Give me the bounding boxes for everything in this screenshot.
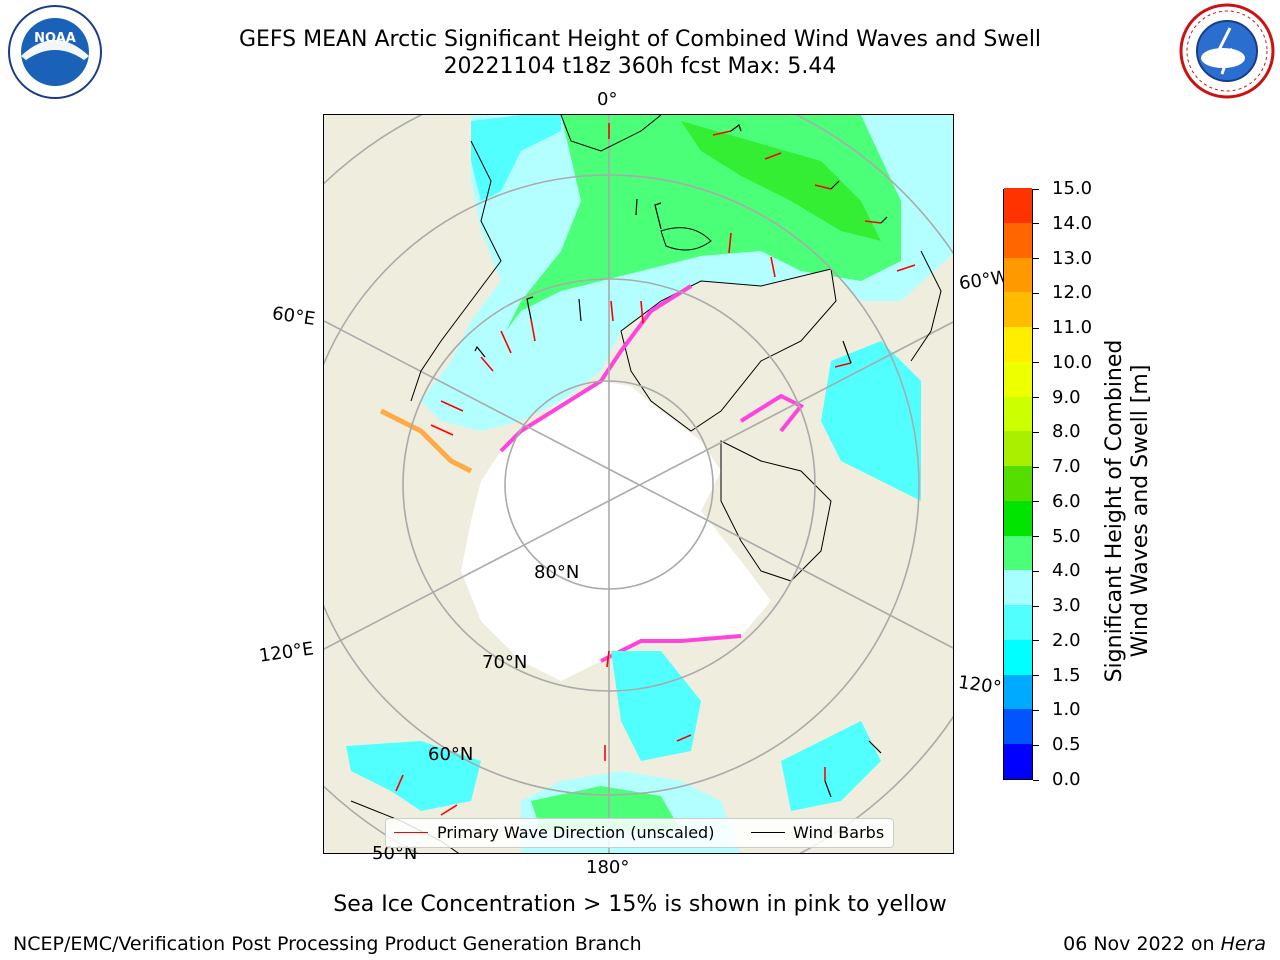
- lat-label-80: 80°N: [534, 562, 580, 583]
- colorbar-tick-mark: [1033, 501, 1039, 503]
- colorbar-tick-mark: [1033, 570, 1039, 572]
- colorbar-ticks: 0.0 0.5 1.0 1.5 2.0 3.0 4.0 5.0 6.0 7.0 8.0 9.0 10.0…: [1033, 178, 1093, 790]
- colorbar-tick-label: 2.0: [1052, 629, 1081, 651]
- colorbar-label-line2: Wind Waves and Swell [m]: [1128, 364, 1153, 658]
- colorbar-tick-mark: [1033, 605, 1039, 607]
- colorbar-tick-label: 13.0: [1052, 247, 1093, 269]
- footer-machine: Hera: [1220, 933, 1266, 955]
- colorbar-tick-label: 5.0: [1052, 525, 1081, 547]
- map-svg: [324, 115, 953, 853]
- wind-barbs: [474, 124, 888, 798]
- colorbar-tick-mark: [1033, 397, 1039, 399]
- colorbar-tick-mark: [1033, 744, 1039, 746]
- colorbar-tick-label: 8.0: [1052, 421, 1081, 443]
- colorbar-segment: [1004, 604, 1032, 640]
- lon-label-180: 180°: [586, 857, 630, 878]
- footer-left: NCEP/EMC/Verification Post Processing Pr…: [13, 933, 642, 955]
- lat-label-50: 50°N: [372, 843, 418, 864]
- greenland: [620, 268, 837, 432]
- lon-label-60e: 60°E: [270, 303, 317, 330]
- lat-label-70: 70°N: [482, 652, 528, 673]
- okhotsk-sea: [346, 741, 481, 811]
- colorbar-tick-label: 15.0: [1052, 178, 1093, 199]
- legend-wave-label: Primary Wave Direction (unscaled): [437, 823, 715, 842]
- colorbar-tick-mark: [1033, 640, 1039, 642]
- graticule: [324, 115, 953, 853]
- canadian-archipelago: [720, 440, 832, 582]
- colorbar-tick-label: 4.0: [1052, 560, 1081, 582]
- coastlines: [350, 115, 942, 853]
- chart-subtitle: 20221104 t18z 360h fcst Max: 5.44: [443, 54, 837, 79]
- colorbar-tick-mark: [1033, 675, 1039, 677]
- ice-edge-baffin: [739, 393, 805, 433]
- gulf-of-alaska: [781, 721, 881, 811]
- colorbar-label: Significant Height of Combined Wind Wave…: [1102, 311, 1154, 711]
- colorbar-tick-label: 9.0: [1052, 386, 1081, 408]
- legend-wave-line: [394, 832, 428, 833]
- colorbar-tick-mark: [1033, 292, 1039, 294]
- map-panel: 0°: [323, 114, 954, 854]
- colorbar-tick-mark: [1033, 362, 1039, 364]
- colorbar-segment: [1004, 396, 1032, 432]
- map-legend: Primary Wave Direction (unscaled) Wind B…: [385, 818, 894, 848]
- colorbar-tick-label: 12.0: [1052, 282, 1093, 304]
- colorbar-tick-label: 3.0: [1052, 595, 1081, 617]
- colorbar-segment: [1004, 674, 1032, 710]
- arctic-ice-region: [461, 381, 771, 681]
- hudson-bay: [821, 341, 921, 501]
- colorbar-segment: [1004, 187, 1032, 223]
- ice-edge-siberia: [379, 408, 473, 474]
- colorbar-segment: [1004, 465, 1032, 501]
- colorbar-tick-label: 6.0: [1052, 490, 1081, 512]
- sea-ice-note: Sea Ice Concentration > 15% is shown in …: [333, 892, 947, 917]
- colorbar-tick-mark: [1033, 327, 1039, 329]
- colorbar-segment: [1004, 639, 1032, 675]
- colorbar-tick-mark: [1033, 536, 1039, 538]
- colorbar-tick-label: 0.5: [1052, 734, 1081, 756]
- colorbar-segment: [1004, 570, 1032, 606]
- colorbar-tick-label: 1.5: [1052, 664, 1081, 686]
- colorbar-tick-label: 0.0: [1052, 769, 1081, 790]
- noaa-logo: NOAA: [4, 4, 106, 100]
- colorbar-tick-mark: [1033, 431, 1039, 433]
- wave-field-higher: [681, 121, 881, 241]
- wave-arrows: [395, 123, 916, 816]
- colorbar-segment: [1004, 500, 1032, 536]
- footer-right: 06 Nov 2022 on Hera: [1063, 933, 1266, 955]
- nws-logo: [1178, 2, 1276, 100]
- colorbar-label-line1: Significant Height of Combined: [1102, 339, 1127, 683]
- colorbar-segment: [1004, 292, 1032, 328]
- colorbar-tick-mark: [1033, 188, 1039, 190]
- colorbar-segment: [1004, 257, 1032, 293]
- lon-label-120e: 120°E: [257, 638, 315, 667]
- colorbar-tick-label: 10.0: [1052, 351, 1093, 373]
- colorbar-tick-mark: [1033, 258, 1039, 260]
- colorbar: [1003, 187, 1033, 780]
- colorbar-tick-label: 14.0: [1052, 212, 1093, 234]
- legend-barb-line: [751, 832, 785, 833]
- colorbar-segment: [1004, 744, 1032, 779]
- colorbar-segment: [1004, 431, 1032, 467]
- colorbar-tick-mark: [1033, 466, 1039, 468]
- colorbar-segment: [1004, 222, 1032, 258]
- colorbar-tick-label: 11.0: [1052, 317, 1093, 339]
- colorbar-tick-mark: [1033, 709, 1039, 711]
- noaa-logo-text: NOAA: [34, 31, 76, 46]
- colorbar-segment: [1004, 535, 1032, 571]
- colorbar-tick-mark: [1033, 779, 1039, 781]
- colorbar-tick-label: 7.0: [1052, 456, 1081, 478]
- wave-field-norway: [471, 115, 561, 201]
- colorbar-segment: [1004, 709, 1032, 745]
- footer-date: 06 Nov 2022 on: [1063, 933, 1221, 955]
- lon-label-0: 0°: [597, 89, 618, 110]
- colorbar-tick-label: 1.0: [1052, 699, 1081, 721]
- legend-barb-label: Wind Barbs: [793, 823, 885, 842]
- chart-title: GEFS MEAN Arctic Significant Height of C…: [238, 27, 1042, 52]
- colorbar-segment: [1004, 326, 1032, 362]
- colorbar-tick-mark: [1033, 223, 1039, 225]
- lat-label-60: 60°N: [428, 744, 474, 765]
- colorbar-segment: [1004, 361, 1032, 397]
